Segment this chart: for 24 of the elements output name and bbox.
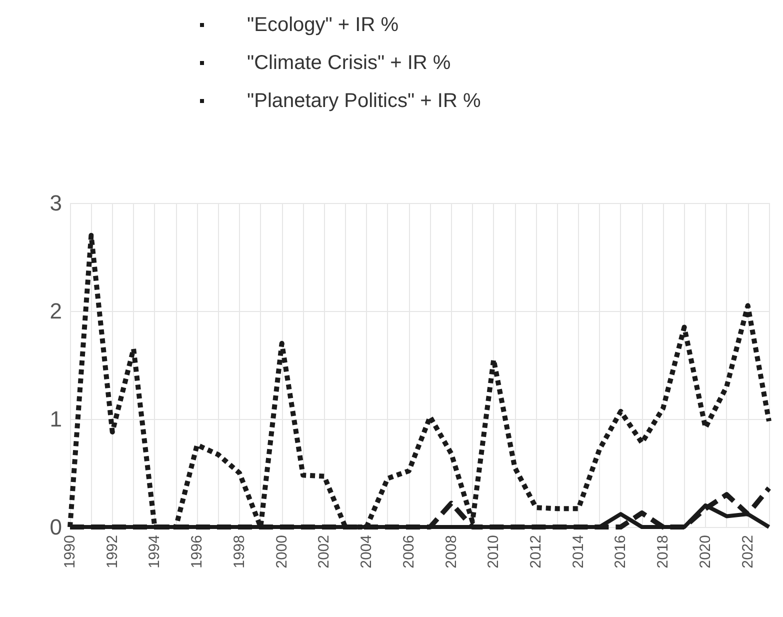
x-tick-label: 1992	[104, 535, 121, 568]
x-tick-label: 2002	[316, 535, 333, 568]
x-tick-label: 2016	[612, 535, 630, 568]
x-tick-label: 2008	[442, 535, 460, 568]
x-tick-label: 1990	[62, 535, 78, 568]
x-tick-label: 2000	[273, 535, 290, 568]
legend-label: "Climate Crisis" + IR %	[247, 52, 451, 74]
x-tick-label: 1996	[188, 535, 206, 568]
legend-label: "Planetary Politics" + IR %	[247, 90, 481, 112]
legend-label: "Ecology" + IR %	[247, 14, 399, 36]
x-tick-label: 2018	[654, 535, 672, 568]
x-tick-label: 2012	[528, 535, 544, 568]
x-tick-label: 1994	[146, 535, 164, 568]
x-tick-label: 2022	[739, 535, 756, 568]
x-tick-label: 2020	[696, 535, 714, 568]
y-tick-label: 2	[50, 298, 62, 324]
y-tick-label: 3	[50, 190, 62, 216]
x-tick-label: 2014	[570, 535, 587, 568]
y-tick-label: 1	[50, 406, 62, 432]
x-tick-label: 2010	[485, 535, 502, 568]
x-tick-label: 1998	[230, 535, 248, 568]
x-tick-label: 2006	[400, 535, 418, 568]
x-tick-label: 2004	[358, 535, 376, 568]
y-tick-label: 0	[50, 514, 62, 540]
